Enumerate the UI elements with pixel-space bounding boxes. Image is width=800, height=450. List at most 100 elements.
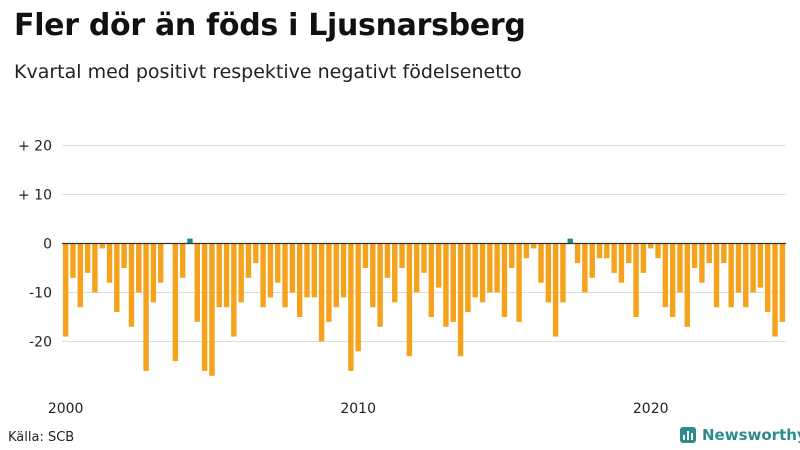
data-bar xyxy=(691,243,698,268)
data-bar xyxy=(260,243,266,308)
data-bar xyxy=(721,243,727,264)
source-note: Källa: SCB xyxy=(8,430,75,445)
bar-chart-logo-icon xyxy=(680,427,696,443)
data-bar xyxy=(114,243,120,313)
data-bar xyxy=(465,243,471,313)
data-bar xyxy=(384,243,391,278)
data-bar xyxy=(370,243,376,308)
data-bar xyxy=(640,243,647,273)
data-bar xyxy=(626,243,632,264)
chart-title: Fler dör än föds i Ljusnarsberg xyxy=(14,8,526,43)
data-bar xyxy=(655,243,661,259)
data-bar xyxy=(765,243,771,313)
data-bar xyxy=(552,243,559,337)
data-bar xyxy=(706,243,712,264)
data-bar xyxy=(84,243,91,273)
data-bar xyxy=(743,243,749,308)
data-bar xyxy=(713,243,720,308)
x-tick-label: 2010 xyxy=(340,401,376,417)
data-bar xyxy=(172,243,179,362)
data-bar xyxy=(150,243,157,303)
data-bar xyxy=(750,243,756,293)
data-bar xyxy=(443,243,449,327)
data-bar xyxy=(326,243,332,322)
data-bar xyxy=(633,243,639,317)
data-bar xyxy=(757,243,764,288)
brand-name: Newsworthy xyxy=(702,426,800,444)
data-bar xyxy=(567,238,573,244)
data-bar xyxy=(735,243,742,293)
data-bar xyxy=(435,243,442,288)
data-bar xyxy=(121,243,127,268)
data-bar xyxy=(677,243,683,293)
data-bar xyxy=(267,243,274,298)
data-bar xyxy=(421,243,427,273)
data-bar xyxy=(194,243,200,322)
data-bar xyxy=(413,243,420,293)
data-bar xyxy=(187,238,193,244)
data-bar xyxy=(355,243,361,352)
data-bar xyxy=(179,243,186,278)
data-bar xyxy=(253,243,259,264)
data-bar xyxy=(574,243,581,264)
data-bar xyxy=(245,243,252,278)
data-bar xyxy=(201,243,208,371)
data-bar xyxy=(106,243,113,283)
data-bar xyxy=(501,243,508,317)
data-bar xyxy=(399,243,405,268)
data-bar xyxy=(538,243,544,283)
data-bar xyxy=(450,243,456,322)
data-bar xyxy=(523,243,530,259)
data-bar xyxy=(289,243,296,293)
data-bar xyxy=(684,243,690,327)
data-bar xyxy=(618,243,625,283)
x-tick-label: 2000 xyxy=(48,401,84,417)
data-bar xyxy=(333,243,339,308)
data-bar xyxy=(699,243,705,283)
data-bar xyxy=(779,243,786,322)
y-tick-label: + 20 xyxy=(18,139,52,155)
data-bar xyxy=(231,243,237,337)
data-bar xyxy=(296,243,303,317)
data-bar xyxy=(318,243,325,342)
data-bar xyxy=(99,243,105,249)
y-tick-label: 0 xyxy=(43,237,52,253)
data-bar xyxy=(596,243,603,259)
data-bar xyxy=(406,243,413,357)
bar-chart: + 20 + 10 0 -10 -20 2000 2010 2020 xyxy=(18,139,786,417)
data-bar xyxy=(216,243,222,308)
data-bar xyxy=(143,243,149,371)
data-bar xyxy=(348,243,354,371)
data-bar xyxy=(92,243,98,293)
data-bar xyxy=(311,243,318,298)
data-bar xyxy=(77,243,83,308)
data-bar xyxy=(136,243,142,293)
data-bar xyxy=(494,243,500,293)
x-tick-label: 2020 xyxy=(633,401,669,417)
data-bar xyxy=(604,243,610,259)
data-bar xyxy=(377,243,383,327)
data-bar xyxy=(362,243,369,268)
data-bar xyxy=(340,243,347,298)
data-bar xyxy=(70,243,76,278)
data-bar xyxy=(158,243,164,283)
data-bar xyxy=(662,243,669,308)
data-bar xyxy=(545,243,552,303)
brand-logo: Newsworthy xyxy=(680,424,800,446)
data-bar xyxy=(209,243,215,376)
data-bar xyxy=(472,243,478,298)
data-bar xyxy=(428,243,435,317)
data-bar xyxy=(128,243,135,327)
data-bar xyxy=(582,243,588,293)
data-bar xyxy=(62,243,69,337)
data-bar xyxy=(282,243,288,308)
chart-subtitle: Kvartal med positivt respektive negativt… xyxy=(14,61,522,83)
y-tick-label: -10 xyxy=(29,286,52,302)
data-bar xyxy=(304,243,310,298)
data-bar xyxy=(238,243,244,303)
y-tick-label: + 10 xyxy=(18,188,52,204)
data-bar xyxy=(275,243,281,283)
data-bar xyxy=(560,243,566,303)
data-bar xyxy=(648,243,654,249)
data-bar xyxy=(611,243,617,273)
